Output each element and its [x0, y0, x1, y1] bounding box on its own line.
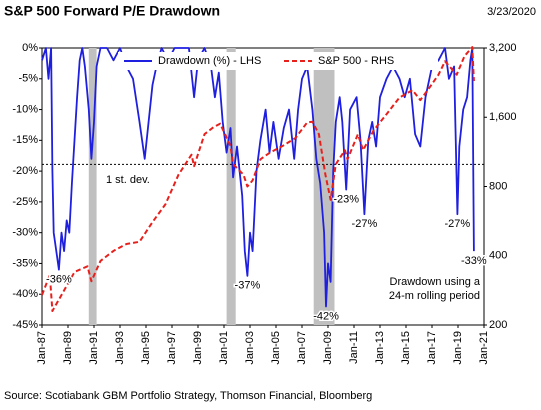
y2-tick-label: 1,600 — [489, 111, 517, 123]
x-tick-label: Jan-19 — [452, 331, 464, 365]
x-tick-label: Jan-21 — [478, 331, 490, 365]
y2-tick-label: 3,200 — [489, 42, 517, 54]
x-tick-label: Jan-95 — [140, 331, 152, 365]
x-tick-label: Jan-07 — [296, 331, 308, 365]
series-line — [41, 46, 475, 312]
y-tick-label: -45% — [12, 319, 38, 331]
note: Drawdown using a — [390, 276, 481, 288]
annotation: -27% — [445, 218, 471, 230]
chart-title: S&P 500 Forward P/E Drawdown — [4, 3, 220, 19]
recession-shade — [313, 48, 335, 325]
legend-label: Drawdown (%) - LHS — [158, 55, 261, 67]
legend-label: S&P 500 - RHS — [318, 55, 394, 67]
reference-label: 1 st. dev. — [106, 174, 150, 186]
x-tick-label: Jan-05 — [270, 331, 282, 365]
x-tick-label: Jan-13 — [374, 331, 386, 365]
y2-tick-label: 400 — [489, 250, 507, 262]
y-tick-label: -35% — [12, 257, 38, 269]
source: Source: Scotiabank GBM Portfolio Strateg… — [4, 390, 372, 402]
x-tick-label: Jan-15 — [400, 331, 412, 365]
annotation: -37% — [235, 280, 261, 292]
x-tick-label: Jan-97 — [166, 331, 178, 365]
recession-shade — [226, 48, 236, 325]
y2-tick-label: 200 — [489, 319, 507, 331]
recession-shade — [88, 48, 97, 325]
x-tick-label: Jan-89 — [62, 331, 74, 365]
x-tick-label: Jan-09 — [322, 331, 334, 365]
y-tick-label: -10% — [12, 103, 38, 115]
y-tick-label: 0% — [22, 42, 38, 54]
y-tick-label: -25% — [12, 196, 38, 208]
y-tick-label: -20% — [12, 165, 38, 177]
x-tick-label: Jan-99 — [192, 331, 204, 365]
annotation: -36% — [46, 274, 72, 286]
x-tick-label: Jan-91 — [88, 331, 100, 365]
y2-tick-label: 800 — [489, 180, 507, 192]
chart-date: 3/23/2020 — [487, 6, 536, 18]
x-tick-label: Jan-11 — [348, 331, 360, 364]
annotation: -23% — [333, 193, 359, 205]
y-tick-label: -15% — [12, 134, 38, 146]
annotation: -42% — [313, 310, 339, 322]
annotation: -33% — [461, 255, 487, 267]
series-line — [41, 47, 475, 308]
legend-box — [118, 52, 438, 70]
note: 24-m rolling period — [389, 290, 480, 302]
annotation: -27% — [352, 218, 378, 230]
y-tick-label: -5% — [18, 73, 38, 85]
y-tick-label: -40% — [12, 288, 38, 300]
x-tick-label: Jan-03 — [244, 331, 256, 365]
x-tick-label: Jan-17 — [426, 331, 438, 365]
x-tick-label: Jan-93 — [114, 331, 126, 365]
y-tick-label: -30% — [12, 227, 38, 239]
x-tick-label: Jan-87 — [36, 331, 48, 365]
x-tick-label: Jan-01 — [218, 331, 230, 365]
